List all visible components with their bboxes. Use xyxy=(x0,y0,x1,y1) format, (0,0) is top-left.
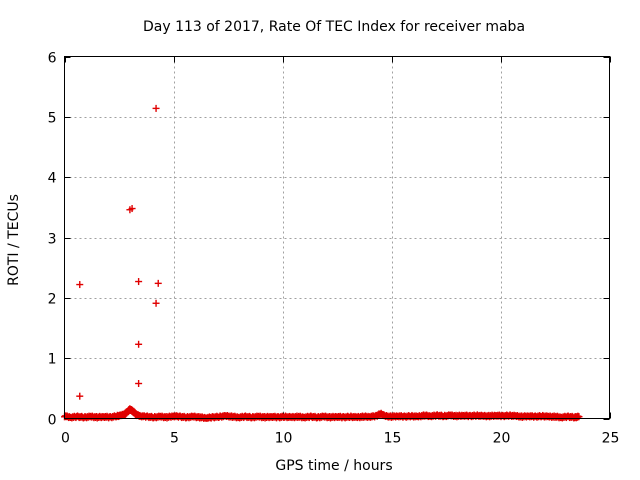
y-tick-label: 5 xyxy=(48,111,57,127)
grid-lines xyxy=(64,56,610,419)
y-tick-label: 3 xyxy=(48,232,57,248)
outlier-point xyxy=(76,392,84,400)
x-tick-label: 10 xyxy=(275,431,293,447)
outlier-point xyxy=(152,299,160,307)
y-tick-label: 6 xyxy=(48,51,57,67)
outlier-point xyxy=(135,278,143,286)
y-tick-label: 2 xyxy=(48,292,57,308)
outlier-point xyxy=(76,281,84,289)
y-tick-label: 4 xyxy=(48,171,57,187)
outlier-point xyxy=(128,205,136,213)
baseline-point xyxy=(575,413,583,421)
axis-tick-labels: 0 5 10 15 20 25 0 1 2 3 4 5 6 xyxy=(48,51,620,447)
y-tick-label: 1 xyxy=(48,352,57,368)
x-tick-label: 5 xyxy=(170,431,179,447)
outlier-point xyxy=(135,340,143,348)
data-points xyxy=(61,104,583,422)
outlier-point xyxy=(154,279,162,287)
x-axis-label: GPS time / hours xyxy=(275,458,392,474)
outlier-point xyxy=(135,380,143,388)
x-tick-label: 20 xyxy=(493,431,511,447)
x-tick-label: 0 xyxy=(61,431,70,447)
plot-frame xyxy=(64,56,610,419)
x-tick-label: 15 xyxy=(384,431,402,447)
outlier-point xyxy=(152,104,160,112)
x-tick-label: 25 xyxy=(602,431,620,447)
chart-title: Day 113 of 2017, Rate Of TEC Index for r… xyxy=(143,19,525,35)
y-axis-label: ROTI / TECUs xyxy=(6,194,22,286)
y-tick-label: 0 xyxy=(48,413,57,429)
